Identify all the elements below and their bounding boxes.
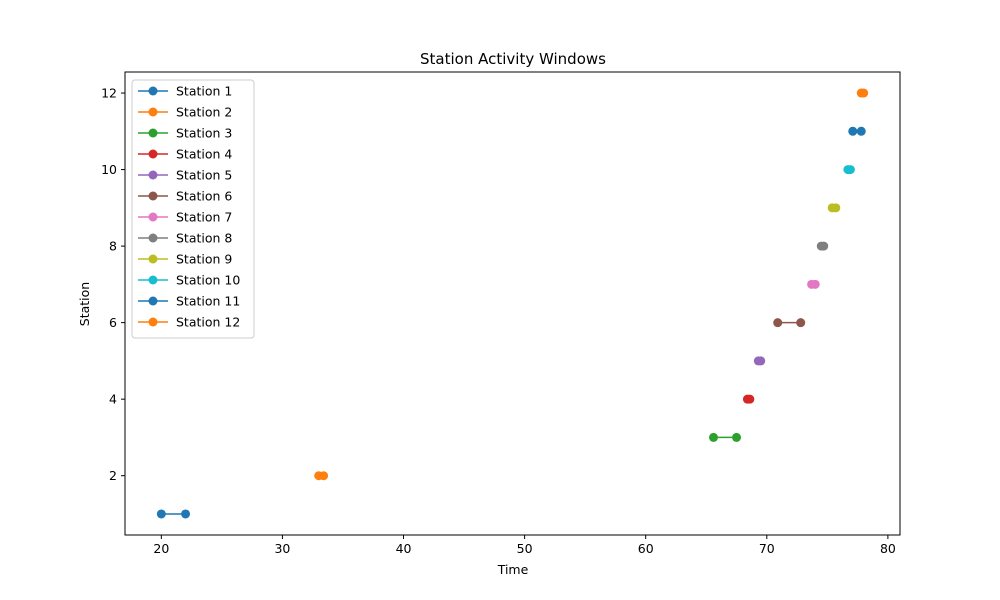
legend-label: Station 10 [176,273,240,288]
legend-marker [148,107,158,117]
legend-marker [148,254,158,264]
series-station-7 [807,279,820,289]
data-point [845,165,855,175]
data-point [856,126,866,136]
series-station-2 [314,471,329,481]
data-point [319,471,329,481]
y-tick-label: 2 [109,468,117,483]
data-point [773,318,783,328]
y-tick-label: 10 [101,162,117,177]
series-station-11 [848,126,866,136]
legend-marker [148,86,158,96]
legend-marker [148,296,158,306]
legend-item: Station 5 [138,168,232,183]
series-station-8 [816,241,829,251]
legend-marker [148,212,158,222]
x-tick-label: 70 [759,541,775,556]
legend-label: Station 8 [176,231,232,246]
x-tick-label: 20 [153,541,169,556]
legend-label: Station 12 [176,315,240,330]
data-point [732,432,742,442]
y-ticks: 2 4 6 8 10 12 [101,86,125,483]
legend-label: Station 11 [176,294,240,309]
legend-label: Station 4 [176,147,232,162]
plot-frame [124,71,901,536]
legend-marker [148,317,158,327]
data-point [156,509,166,519]
y-axis-label: Station [77,282,92,326]
legend-item: Station 9 [138,252,232,267]
data-point [756,356,766,366]
x-tick-label: 80 [880,541,896,556]
legend-item: Station 7 [138,210,232,225]
legend-label: Station 5 [176,168,232,183]
legend-label: Station 1 [176,84,232,99]
x-ticks: 20 30 40 50 60 70 80 [153,535,896,556]
legend-item: Station 2 [138,105,232,120]
legend-marker [148,170,158,180]
x-tick-label: 40 [396,541,412,556]
data-point [745,394,755,404]
series-station-10 [843,165,855,175]
y-tick-label: 8 [109,239,117,254]
legend-marker [148,233,158,243]
legend-label: Station 3 [176,126,232,141]
data-point [819,241,829,251]
x-tick-label: 60 [638,541,654,556]
legend-item: Station 10 [138,273,240,288]
y-tick-label: 4 [109,392,117,407]
legend-marker [148,191,158,201]
legend-label: Station 6 [176,189,232,204]
x-tick-label: 50 [517,541,533,556]
data-point [709,432,719,442]
y-tick-label: 12 [101,86,117,101]
legend-item: Station 4 [138,147,232,162]
data-point [859,88,869,98]
series-station-1 [156,509,191,519]
legend-label: Station 7 [176,210,232,225]
legend-item: Station 11 [138,294,240,309]
legend-item: Station 12 [138,315,240,330]
chart-title: Station Activity Windows [420,50,606,68]
y-tick-label: 6 [109,315,117,330]
marks-layer [156,88,869,519]
data-point [831,203,841,213]
series-station-5 [753,356,766,366]
series-station-9 [827,203,841,213]
series-station-6 [773,318,806,328]
legend-item: Station 1 [138,84,232,99]
legend: Station 1 Station 2 Station 3 Station 4 Stat… [131,79,255,339]
series-station-3 [709,432,742,442]
legend-box [131,79,255,339]
legend-label: Station 2 [176,105,232,120]
data-point [796,318,806,328]
data-point [181,509,191,519]
legend-marker [148,149,158,159]
legend-item: Station 6 [138,189,232,204]
legend-item: Station 3 [138,126,232,141]
legend-label: Station 9 [176,252,232,267]
x-axis-label: Time [497,562,529,577]
series-station-4 [742,394,755,404]
x-tick-label: 30 [274,541,290,556]
legend-item: Station 8 [138,231,232,246]
legend-marker [148,128,158,138]
data-point [848,126,858,136]
legend-marker [148,275,158,285]
series-station-12 [856,88,869,98]
data-point [810,279,820,289]
